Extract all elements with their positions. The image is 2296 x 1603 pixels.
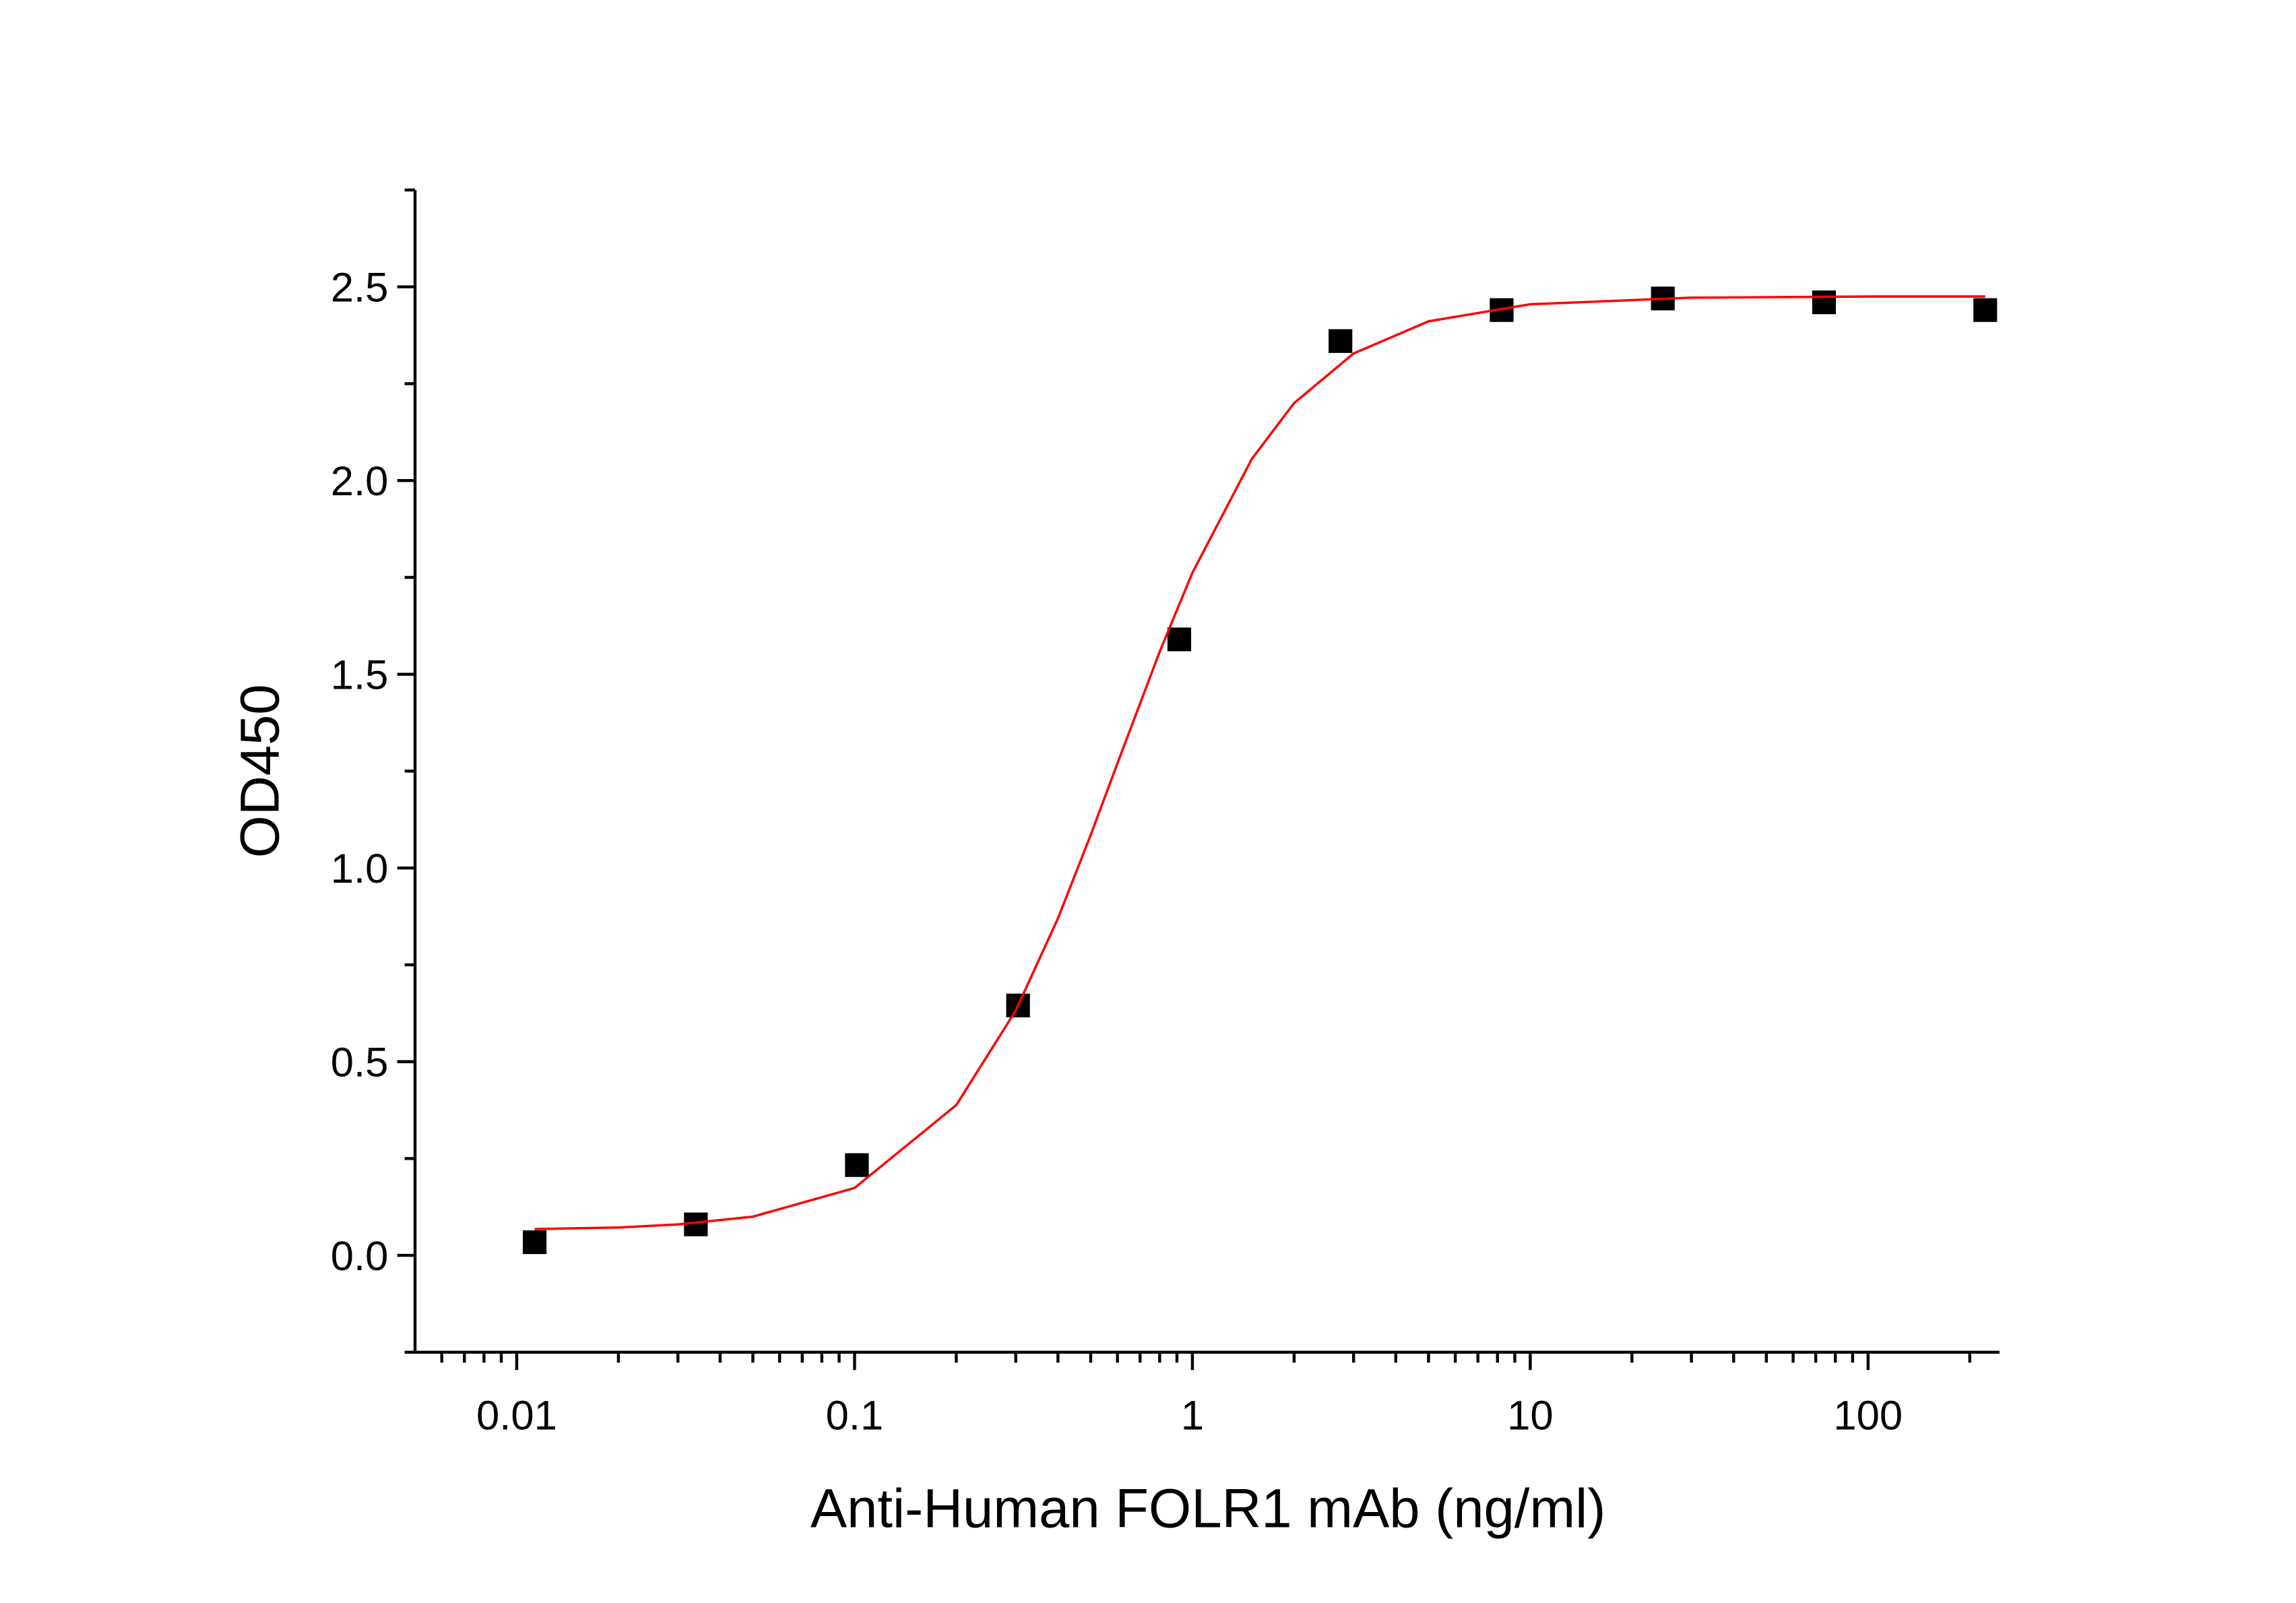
y-tick-label: 0.5 <box>331 1040 389 1086</box>
y-tick-label: 1.0 <box>331 846 389 892</box>
y-axis-label: OD450 <box>230 684 291 858</box>
y-tick-label: 2.0 <box>331 458 389 505</box>
y-tick-label: 1.5 <box>331 652 389 699</box>
x-tick-label: 1 <box>1181 1392 1204 1439</box>
x-tick-label: 0.01 <box>476 1392 557 1439</box>
data-point <box>1329 329 1353 353</box>
data-point <box>845 1153 869 1177</box>
data-point <box>523 1230 547 1255</box>
data-point <box>1812 290 1837 315</box>
x-axis-label: Anti-Human FOLR1 mAb (ng/ml) <box>810 1478 1605 1539</box>
x-tick-label: 0.1 <box>826 1392 884 1439</box>
data-point <box>1167 627 1192 652</box>
data-point <box>1973 298 1998 322</box>
y-tick-label: 2.5 <box>331 265 389 311</box>
fit-curve <box>534 295 1985 1230</box>
x-tick-label: 10 <box>1507 1392 1554 1439</box>
x-tick-label: 100 <box>1833 1392 1903 1439</box>
y-tick-label: 0.0 <box>331 1233 389 1280</box>
